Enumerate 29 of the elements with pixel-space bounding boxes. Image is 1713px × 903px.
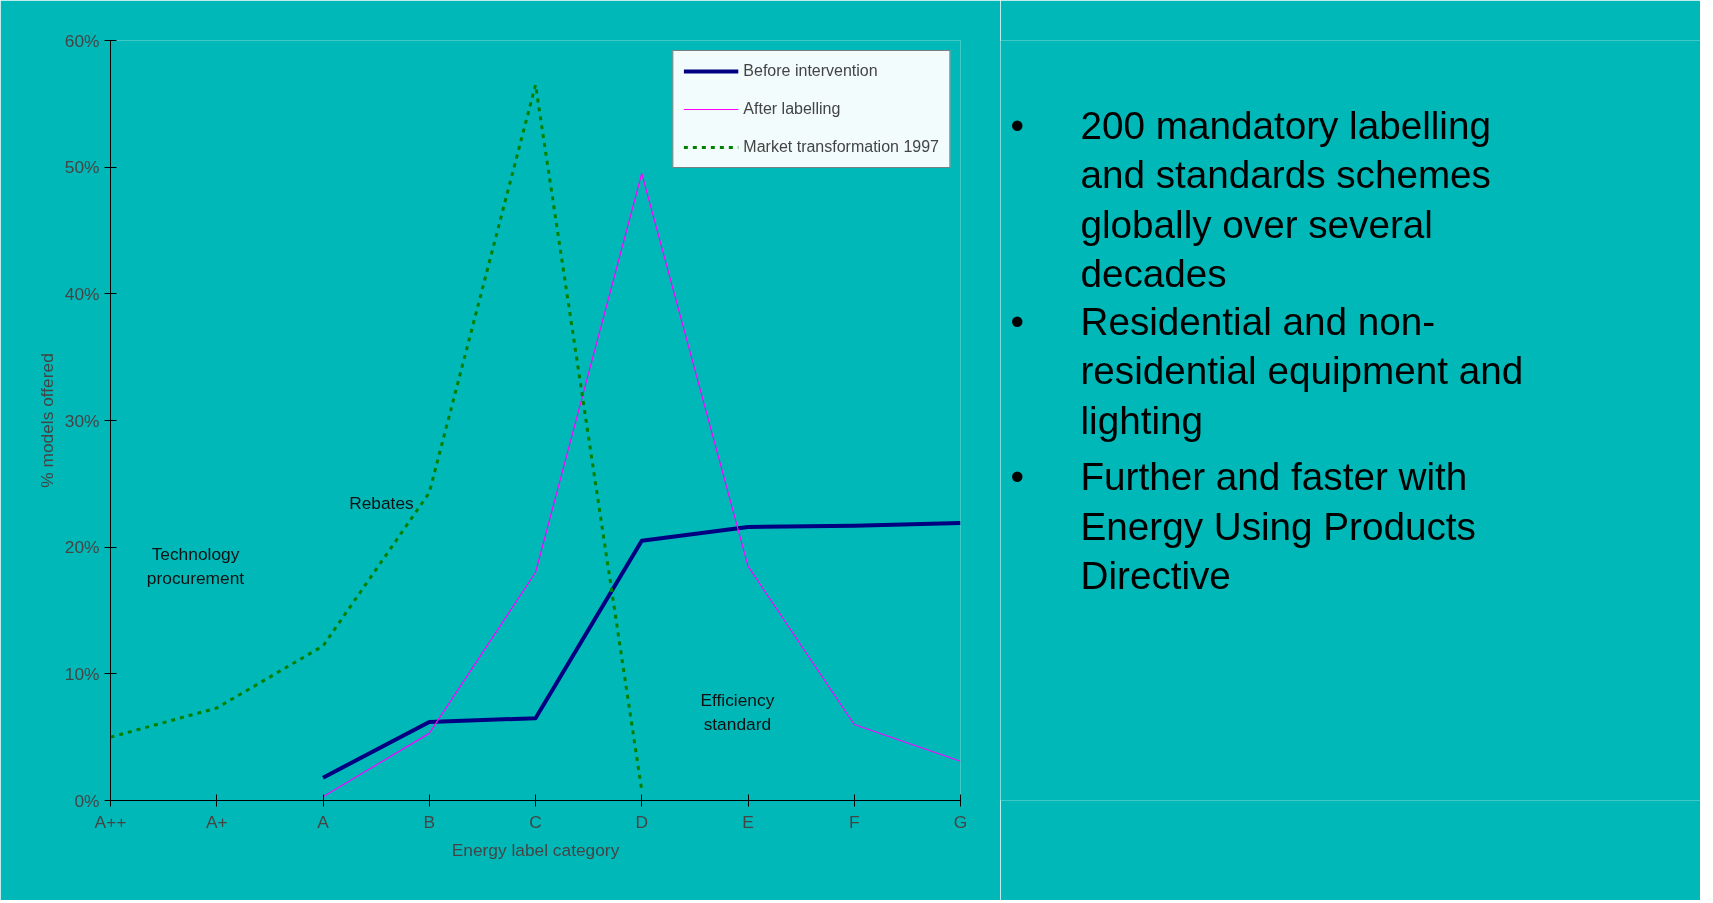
x-tick-label: A: [317, 811, 330, 832]
x-tick-label: E: [742, 811, 754, 832]
y-tick-label: 30%: [64, 410, 100, 431]
legend-label: Market transformation 1997: [743, 138, 939, 156]
line-series: [322, 172, 961, 798]
x-tick-label: D: [635, 811, 649, 832]
y-tick-label: 40%: [64, 283, 100, 304]
legend-label: Before intervention: [743, 62, 878, 80]
x-tick-label: C: [529, 811, 542, 832]
x-tick-label: B: [423, 811, 436, 832]
y-tick-label: 0%: [74, 790, 100, 811]
y-tick-label: 10%: [64, 663, 100, 684]
x-tick-label: A++: [94, 811, 127, 832]
legend-label: After labelling: [743, 100, 841, 118]
y-tick-label: 60%: [64, 30, 100, 51]
annotation: Rebates: [349, 492, 415, 513]
x-axis-title: Energy label category: [451, 839, 620, 860]
y-axis-title: % models offered: [36, 353, 57, 488]
text: • 200 mandatory labelling and standards schemes globally over several decades: [1010, 103, 1491, 296]
x-tick-label: F: [848, 811, 860, 832]
annotation: Technology procurement: [146, 544, 245, 589]
y-tick-label: 20%: [64, 537, 100, 558]
annotation: Efficiency standard: [700, 689, 775, 734]
y-tick-label: 50%: [64, 157, 100, 178]
x-tick-label: A+: [205, 811, 228, 832]
line-series: [321, 521, 961, 780]
text: • Residential and non-residential equipment and lighting: [1010, 299, 1524, 442]
text: • Further and faster with Energy Using Products Directive: [1010, 455, 1476, 598]
x-tick-label: G: [953, 811, 968, 832]
